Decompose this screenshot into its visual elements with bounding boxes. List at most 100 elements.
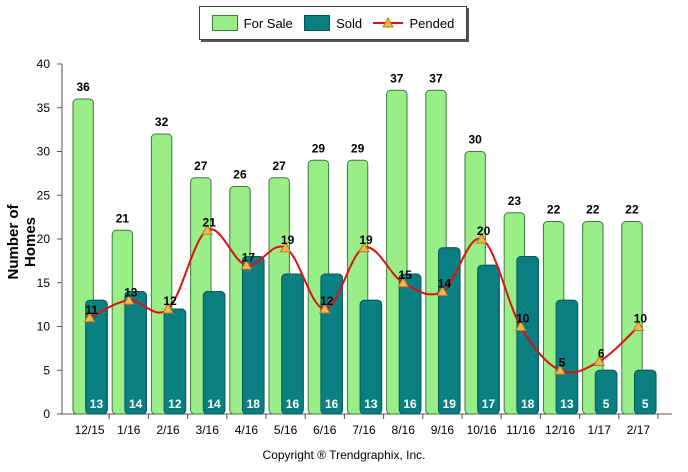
x-tick-label: 8/16 [392, 423, 416, 437]
marker-pended [318, 302, 331, 314]
marker-pended [358, 241, 370, 253]
data-label-for-sale: 27 [273, 159, 287, 173]
marker-pended [122, 294, 135, 305]
data-label-for-sale: 26 [233, 168, 247, 182]
marker-pended [514, 320, 527, 331]
data-label-for-sale: 29 [312, 141, 326, 155]
data-label-for-sale: 22 [547, 203, 561, 217]
y-tick-label: 0 [43, 407, 50, 421]
y-tick-label: 5 [43, 363, 50, 377]
x-tick-label: 4/16 [235, 423, 259, 437]
marker-pended [632, 320, 645, 331]
y-axis-label: Number of Homes [5, 204, 39, 280]
x-tick-label: 2/17 [627, 423, 651, 437]
data-label-pended: 10 [634, 312, 648, 326]
data-label-sold: 18 [247, 397, 261, 411]
legend-item-for-sale: For Sale [211, 15, 293, 31]
data-label-for-sale: 22 [625, 203, 639, 217]
x-tick-label: 12/16 [545, 423, 575, 437]
data-label-sold: 13 [560, 397, 574, 411]
x-tick-label: 10/16 [467, 423, 497, 437]
legend-label-sold: Sold [336, 15, 363, 31]
data-label-sold: 16 [403, 397, 417, 411]
y-tick-label: 15 [37, 276, 51, 290]
data-label-for-sale: 36 [77, 80, 91, 94]
bar-sold-front [359, 299, 383, 415]
bar-for-sale [621, 221, 643, 415]
data-label-pended: 11 [85, 303, 98, 317]
bar-sold-front [633, 369, 657, 415]
copyright-footer: Copyright ® Trendgraphix, Inc. [262, 448, 426, 462]
data-label-for-sale: 21 [116, 211, 130, 225]
data-label-for-sale: 27 [194, 159, 208, 173]
bar-sold-front [241, 256, 265, 415]
y-tick-label: 35 [37, 101, 51, 115]
legend-swatch-sold [304, 15, 331, 31]
legend-item-pended: Pended [373, 16, 454, 31]
data-label-for-sale: 23 [508, 194, 522, 208]
data-label-for-sale: 37 [390, 71, 404, 85]
x-tick-label: 5/16 [274, 423, 298, 437]
marker-pended [475, 232, 488, 244]
data-label-pended: 14 [438, 277, 452, 291]
legend-swatch-for-sale [211, 15, 238, 31]
x-tick-label: 12/15 [75, 423, 105, 437]
data-label-sold: 17 [482, 397, 496, 411]
data-label-pended: 13 [124, 285, 138, 299]
marker-pended [240, 259, 253, 270]
legend-swatch-pended [373, 16, 404, 28]
data-label-sold: 16 [325, 397, 339, 411]
y-tick-label: 20 [37, 232, 51, 246]
marker-pended [436, 285, 449, 296]
y-tick-label: 40 [37, 57, 51, 71]
x-tick-label: 2/16 [156, 423, 180, 437]
data-label-pended: 6 [598, 347, 605, 361]
x-tick-label: 1/16 [117, 423, 141, 437]
bar-sold-front [124, 291, 147, 415]
data-label-pended: 12 [163, 294, 177, 308]
bar-sold-front [163, 308, 187, 415]
legend-label-for-sale: For Sale [243, 15, 293, 31]
data-label-for-sale: 22 [586, 203, 600, 217]
bar-sold-front [202, 291, 226, 415]
x-tick-label: 6/16 [313, 423, 337, 437]
data-label-pended: 20 [477, 224, 491, 238]
bar-sold-front [398, 273, 422, 415]
data-label-for-sale: 29 [351, 141, 365, 155]
marker-pended [279, 241, 292, 253]
data-label-pended: 19 [359, 233, 373, 247]
marker-pended [201, 224, 214, 235]
data-label-pended: 12 [320, 294, 334, 308]
data-label-sold: 16 [286, 397, 300, 411]
data-label-pended: 15 [399, 268, 413, 282]
bar-sold-front [477, 264, 500, 415]
data-label-sold: 13 [90, 397, 104, 411]
x-tick-label: 9/16 [431, 423, 455, 437]
marker-pended [554, 364, 566, 375]
data-label-pended: 10 [516, 312, 530, 326]
bar-sold-front [516, 256, 539, 415]
bar-sold-front [594, 369, 618, 415]
marker-pended [397, 276, 410, 288]
y-tick-label: 30 [37, 145, 51, 159]
data-label-sold: 5 [642, 397, 649, 411]
x-tick-label: 3/16 [196, 423, 220, 437]
legend-item-sold: Sold [304, 15, 362, 31]
x-tick-label: 1/17 [588, 423, 612, 437]
data-label-pended: 5 [559, 355, 566, 369]
bar-sold-front [281, 273, 304, 415]
legend: For Sale Sold Pended [199, 6, 467, 40]
data-label-pended: 21 [203, 215, 217, 229]
data-label-for-sale: 37 [429, 71, 443, 85]
x-tick-label: 11/16 [506, 423, 535, 437]
data-label-sold: 14 [207, 397, 221, 411]
marker-pended [593, 355, 606, 366]
legend-label-pended: Pended [409, 15, 455, 31]
data-label-pended: 19 [281, 233, 295, 247]
y-tick-label: 25 [37, 188, 51, 202]
bar-sold-front [555, 299, 579, 415]
data-label-sold: 12 [168, 397, 182, 411]
data-label-for-sale: 30 [469, 133, 483, 147]
